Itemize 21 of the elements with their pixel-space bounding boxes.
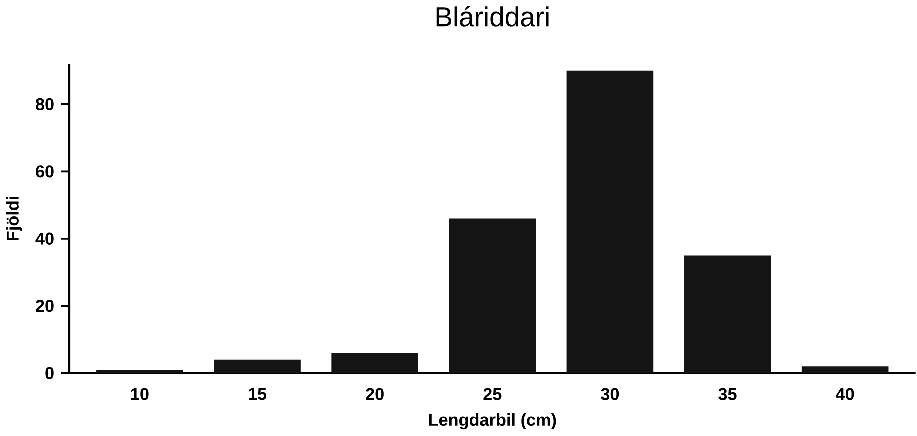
y-tick-label: 80 bbox=[36, 98, 54, 111]
x-tick-label: 40 bbox=[836, 388, 854, 400]
bar bbox=[214, 360, 301, 374]
x-tick-label: 20 bbox=[366, 388, 384, 400]
bar bbox=[566, 70, 654, 374]
bar bbox=[449, 218, 536, 374]
y-tick-label: 40 bbox=[36, 232, 54, 246]
bar bbox=[332, 353, 418, 374]
x-tick-label: 10 bbox=[131, 388, 149, 400]
y-tick-label: 0 bbox=[46, 367, 54, 380]
y-axis-title: Fjöldi bbox=[6, 197, 22, 240]
x-tick-label: 15 bbox=[249, 388, 267, 400]
x-tick-label: 25 bbox=[484, 388, 502, 400]
y-tick-label: 20 bbox=[36, 300, 54, 312]
x-tick-label: 35 bbox=[718, 388, 737, 400]
y-tick-label: 60 bbox=[36, 166, 54, 178]
bar bbox=[684, 256, 772, 374]
x-tick-label: 30 bbox=[601, 388, 620, 400]
bar bbox=[802, 366, 889, 374]
chart-title: Bláriddari bbox=[436, 6, 549, 27]
x-axis-title: Lengdarbil (cm) bbox=[429, 414, 556, 430]
